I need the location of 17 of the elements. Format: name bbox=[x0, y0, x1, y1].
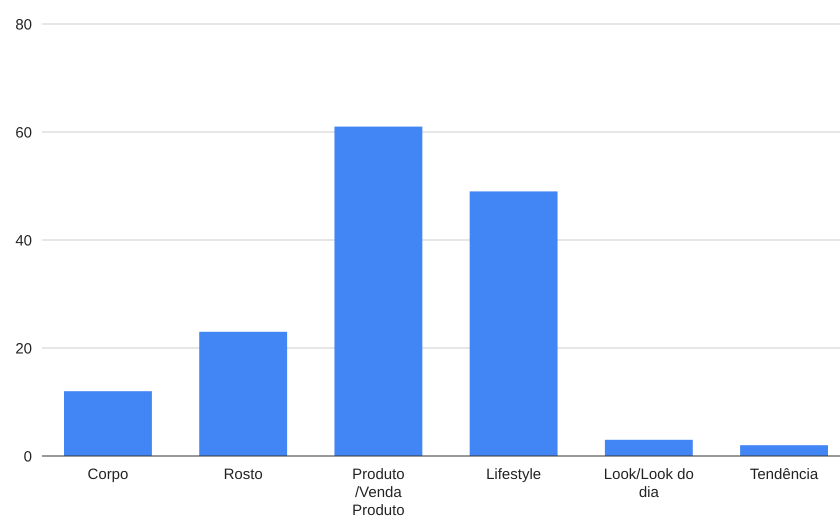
bar bbox=[334, 126, 422, 456]
x-tick-label: Rosto bbox=[224, 466, 263, 483]
bar bbox=[740, 445, 828, 456]
x-tick-label: Look/Look do dia bbox=[604, 466, 694, 501]
bar bbox=[199, 332, 288, 456]
x-tick-label: Tendência bbox=[750, 466, 819, 483]
bar bbox=[64, 391, 152, 456]
bar bbox=[604, 440, 693, 456]
y-tick-label: 40 bbox=[15, 232, 32, 250]
y-tick-label: 20 bbox=[15, 340, 32, 358]
x-tick-label: Produto /Venda Produto bbox=[352, 466, 405, 517]
bar bbox=[470, 191, 558, 456]
y-tick-label: 80 bbox=[15, 16, 32, 34]
y-tick-label: 60 bbox=[15, 124, 32, 142]
x-tick-label: Corpo bbox=[88, 466, 128, 483]
y-tick-label: 0 bbox=[24, 448, 32, 466]
x-tick-label: Lifestyle bbox=[486, 466, 542, 483]
